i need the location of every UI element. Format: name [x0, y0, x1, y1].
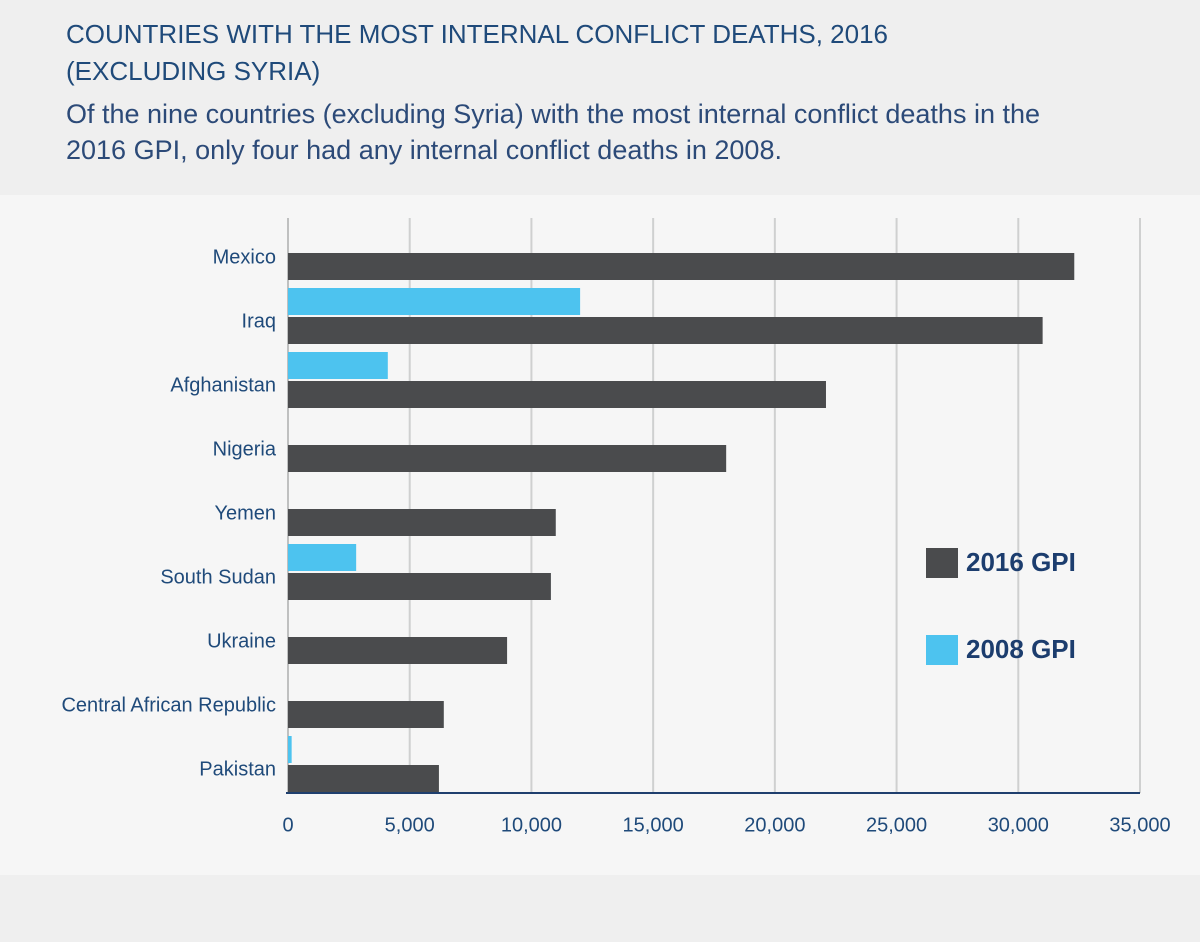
x-tick-label: 30,000	[988, 814, 1049, 836]
bar	[288, 381, 826, 408]
chart-title: COUNTRIES WITH THE MOST INTERNAL CONFLIC…	[66, 19, 888, 49]
bar	[288, 288, 581, 315]
chart-subtitle: Of the nine countries (excluding Syria) …	[66, 99, 1040, 129]
x-tick-label: 20,000	[744, 814, 805, 836]
legend-swatch	[926, 548, 958, 578]
bar	[288, 445, 727, 472]
header-bg	[0, 0, 1200, 195]
x-tick-label: 5,000	[385, 814, 435, 836]
bar	[288, 352, 388, 379]
y-tick-label: Ukraine	[207, 630, 276, 652]
y-tick-label: South Sudan	[160, 566, 276, 588]
bar	[288, 637, 508, 664]
x-tick-label: 0	[282, 814, 293, 836]
y-tick-label: Mexico	[213, 246, 276, 268]
x-tick-label: 25,000	[866, 814, 927, 836]
legend-swatch	[926, 635, 958, 665]
bar	[288, 701, 444, 728]
y-tick-label: Nigeria	[213, 438, 277, 460]
bar	[288, 509, 556, 536]
bar	[288, 573, 551, 600]
x-tick-label: 35,000	[1109, 814, 1170, 836]
bar	[288, 544, 357, 571]
y-tick-label: Iraq	[242, 310, 276, 332]
bar	[288, 317, 1043, 344]
chart-subtitle: 2016 GPI, only four had any internal con…	[66, 135, 782, 165]
y-tick-label: Yemen	[214, 502, 276, 524]
legend-label: 2008 GPI	[966, 634, 1076, 664]
legend-label: 2016 GPI	[966, 547, 1076, 577]
bar	[288, 765, 439, 792]
x-tick-label: 15,000	[623, 814, 684, 836]
y-tick-label: Pakistan	[199, 758, 276, 780]
bar	[288, 736, 292, 763]
y-tick-label: Central African Republic	[61, 694, 276, 716]
x-tick-label: 10,000	[501, 814, 562, 836]
y-tick-label: Afghanistan	[170, 374, 276, 396]
bar	[288, 253, 1075, 280]
panel-bg	[0, 195, 1200, 875]
chart-title: (EXCLUDING SYRIA)	[66, 56, 320, 86]
